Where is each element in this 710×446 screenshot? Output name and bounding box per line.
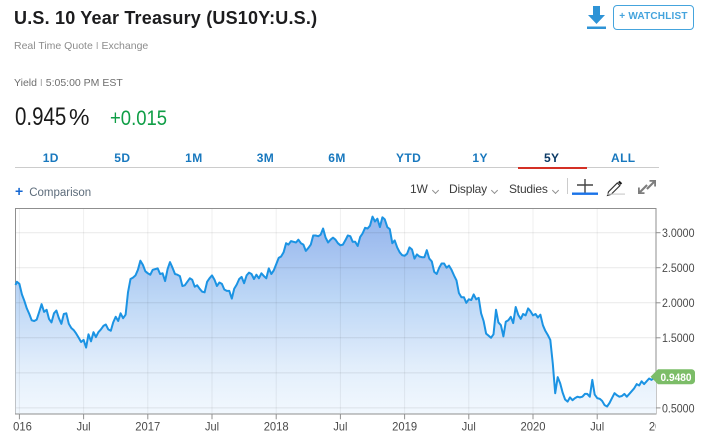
svg-text:2018: 2018 (264, 419, 289, 433)
svg-text:Jul: Jul (77, 419, 91, 433)
svg-text:2021: 2021 (649, 419, 674, 433)
svg-text:2.5000: 2.5000 (662, 261, 695, 275)
svg-text:3.0000: 3.0000 (662, 226, 695, 240)
svg-text:1.5000: 1.5000 (662, 331, 695, 345)
svg-text:2019: 2019 (392, 419, 417, 433)
svg-text:2020: 2020 (521, 419, 546, 433)
svg-text:Jul: Jul (462, 419, 476, 433)
svg-text:Jul: Jul (333, 419, 347, 433)
svg-text:Jul: Jul (590, 419, 604, 433)
svg-text:Jul: Jul (205, 419, 219, 433)
svg-text:2016: 2016 (7, 419, 32, 433)
svg-text:0.5000: 0.5000 (662, 401, 695, 415)
svg-text:0.9480: 0.9480 (661, 372, 692, 384)
svg-text:2.0000: 2.0000 (662, 296, 695, 310)
svg-text:2017: 2017 (135, 419, 160, 433)
